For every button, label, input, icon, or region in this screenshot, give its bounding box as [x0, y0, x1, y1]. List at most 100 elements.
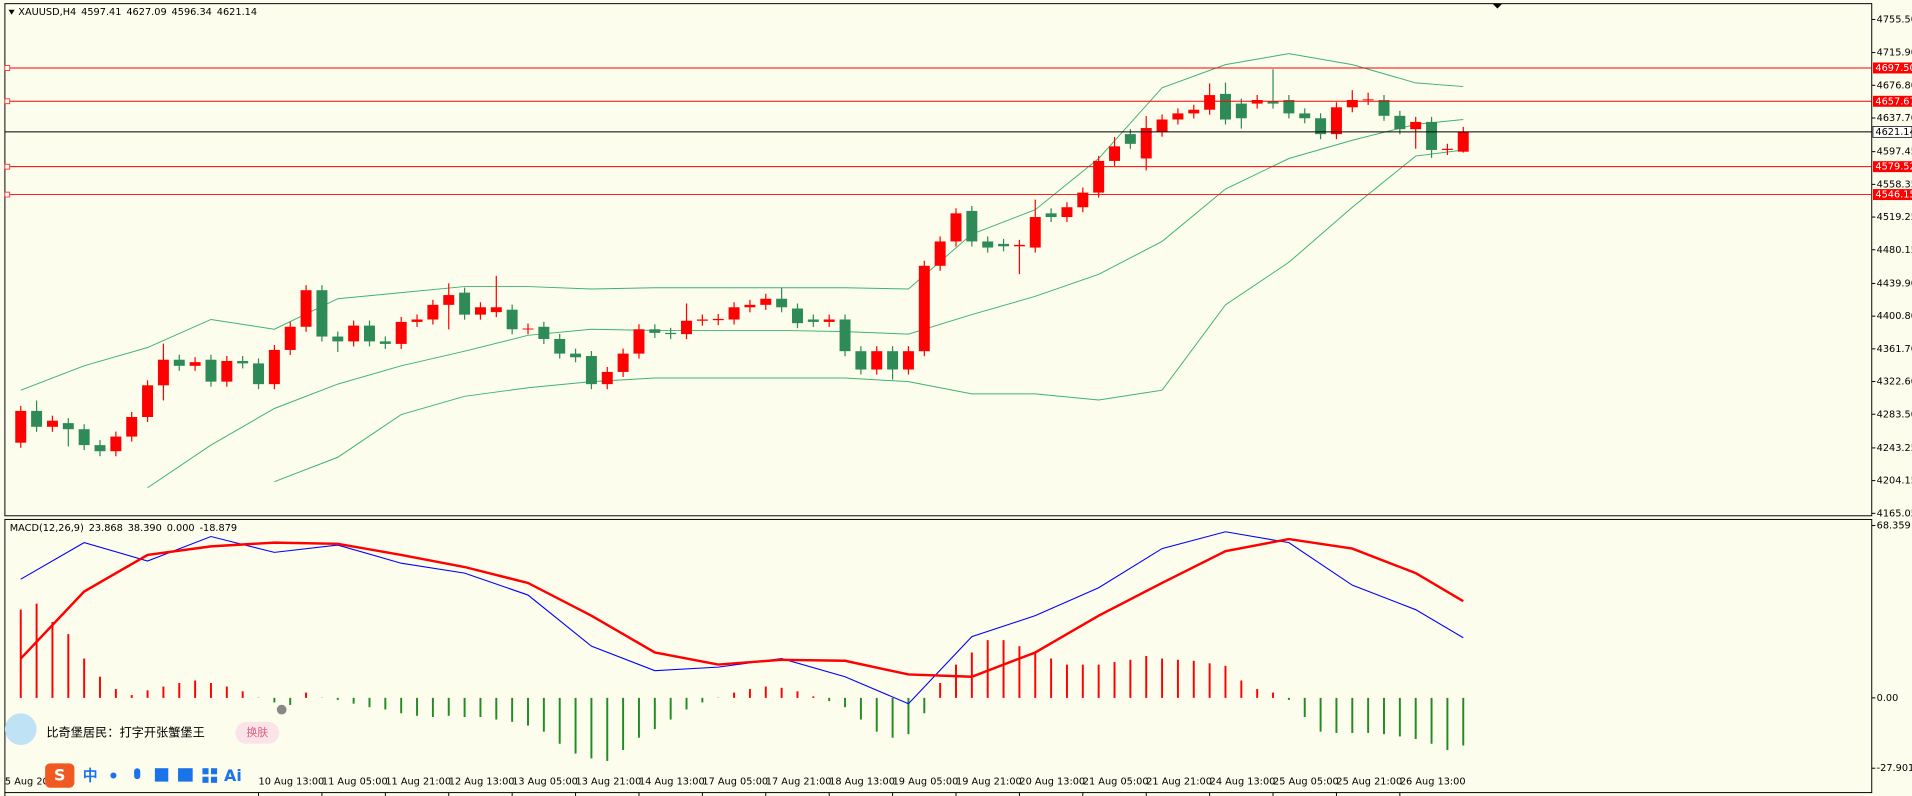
- candle-body: [1188, 109, 1200, 114]
- candle-body: [665, 332, 677, 335]
- candle-body: [46, 420, 58, 427]
- candle-body: [1219, 93, 1231, 120]
- candle-body: [1267, 101, 1279, 104]
- candle-body: [554, 338, 566, 354]
- candle-body: [633, 329, 645, 354]
- x-tick-label: 21 Aug 21:00: [1146, 777, 1212, 788]
- ime-skin-button[interactable]: [235, 721, 280, 744]
- y-tick-label: 4361.70: [1877, 344, 1912, 355]
- candle-body: [934, 241, 946, 266]
- candle-body: [617, 353, 629, 372]
- level-handle: [4, 65, 11, 71]
- macd-readout: -18.879: [200, 523, 238, 534]
- y-tick-label: 4480.15: [1877, 245, 1912, 256]
- x-tick-label: 14 Aug 13:00: [639, 777, 705, 788]
- candle-body: [728, 307, 740, 320]
- ime-skin-label[interactable]: 换肤: [246, 725, 268, 739]
- ime-logo[interactable]: [45, 763, 75, 788]
- candle-body: [268, 349, 280, 385]
- candle-body: [570, 353, 582, 358]
- y-tick-label: 4519.25: [1877, 212, 1912, 223]
- ime-lang[interactable]: 中: [83, 767, 98, 785]
- candle-body: [15, 410, 27, 443]
- y-tick-label: -27.901: [1877, 763, 1912, 774]
- price-header: XAUUSD,H4 4597.41 4627.09 4596.34 4621.14: [18, 7, 257, 18]
- candle-body: [1077, 192, 1089, 208]
- header-low: 4596.34: [172, 7, 212, 18]
- candle-body: [157, 359, 169, 386]
- candle-body: [585, 356, 597, 385]
- candle-body: [1315, 118, 1327, 135]
- candle-body: [1251, 100, 1263, 104]
- candle-body: [1410, 121, 1422, 130]
- candle-body: [791, 308, 803, 324]
- x-tick-label: 21 Aug 05:00: [1083, 777, 1149, 788]
- x-tick-label: 12 Aug 13:00: [449, 777, 515, 788]
- y-tick-label: 4283.50: [1877, 409, 1912, 420]
- macd-readout: 23.868: [89, 523, 123, 534]
- x-tick-label: 5 Aug 2025: [5, 777, 61, 788]
- y-tick-label: 4597.45: [1877, 147, 1912, 158]
- x-tick-label: 11 Aug 05:00: [322, 777, 388, 788]
- level-tag: [1872, 95, 1912, 107]
- candle-body: [1045, 213, 1057, 218]
- ime-overlay: 比奇堡居民：打字开张蟹堡王 换肤 S 中 Ai: [4, 704, 287, 788]
- candle-body: [126, 417, 138, 437]
- y-tick-label: 4676.80: [1877, 80, 1912, 91]
- candle-body: [871, 351, 883, 370]
- candle-body: [1109, 146, 1121, 161]
- ime-tools[interactable]: [210, 768, 218, 775]
- ime-punct[interactable]: [110, 772, 117, 779]
- candle-body: [1172, 113, 1184, 120]
- symbol-menu-icon[interactable]: [8, 9, 15, 15]
- candle-body: [110, 436, 122, 452]
- y-tick-label: 4439.90: [1877, 278, 1912, 289]
- ime-ai[interactable]: Ai: [224, 766, 242, 785]
- candle-body: [411, 319, 423, 322]
- candle-body: [1299, 113, 1311, 119]
- ime-skin[interactable]: [178, 768, 193, 782]
- candle-body: [760, 298, 772, 305]
- y-tick-label: 4165.05: [1877, 508, 1912, 519]
- candle-body: [189, 362, 201, 366]
- candle-body: [94, 445, 106, 452]
- level-tag: [1872, 62, 1912, 74]
- candle-body: [395, 321, 407, 344]
- band-upper: [20, 53, 1464, 391]
- candle-body: [601, 371, 613, 385]
- candle-body: [712, 318, 724, 321]
- y-tick-label: 4243.25: [1877, 443, 1912, 454]
- ime-tools[interactable]: [202, 768, 209, 775]
- level-label: 4546.15: [1875, 190, 1912, 201]
- x-tick-label: 13 Aug 05:00: [512, 777, 578, 788]
- candle-body: [1330, 107, 1342, 135]
- ime-tools[interactable]: [210, 776, 218, 783]
- candle-body: [205, 359, 217, 382]
- band-middle: [147, 119, 1464, 489]
- y-tick-label: 0.00: [1877, 693, 1899, 704]
- ime-keyboard[interactable]: [154, 768, 169, 782]
- y-tick-label: 4322.60: [1877, 377, 1912, 388]
- candle-body: [300, 290, 312, 327]
- macd-title: MACD(12,26,9): [10, 523, 84, 534]
- candle-body: [443, 295, 455, 305]
- candle-body: [839, 319, 851, 352]
- candle-body: [902, 351, 914, 370]
- candle-body: [1457, 131, 1469, 152]
- level-handle: [4, 98, 11, 105]
- macd-line: [19, 537, 1464, 678]
- y-tick-label: 4755.50: [1877, 14, 1912, 25]
- candle-body: [31, 410, 43, 427]
- ime-close[interactable]: [276, 704, 287, 715]
- candle-body: [427, 304, 439, 320]
- level-label: 4579.52: [1875, 162, 1912, 173]
- candle-body: [78, 429, 90, 446]
- ime-tools[interactable]: [202, 776, 209, 783]
- candle-body: [506, 309, 518, 330]
- x-tick-label: 17 Aug 21:00: [766, 777, 832, 788]
- x-tick-label: 24 Aug 13:00: [1210, 777, 1276, 788]
- candle-body: [332, 336, 344, 342]
- candle-body: [1426, 121, 1438, 150]
- ime-voice[interactable]: [134, 768, 141, 780]
- candle-body: [950, 213, 962, 242]
